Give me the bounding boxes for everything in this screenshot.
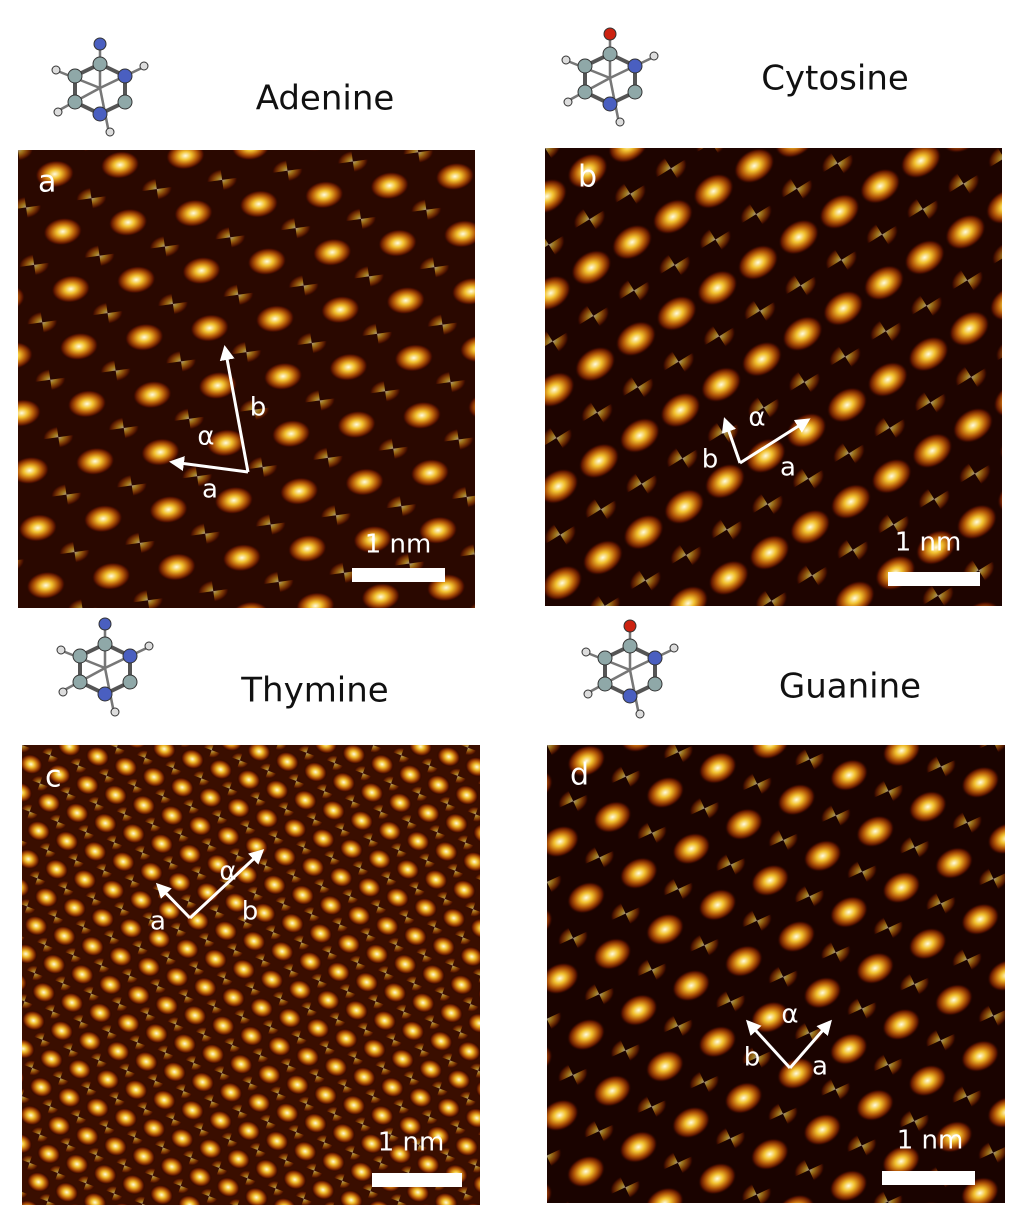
atom xyxy=(92,56,108,72)
atom xyxy=(98,617,112,631)
angle-label: α xyxy=(781,1000,798,1030)
atom xyxy=(58,687,68,697)
atom xyxy=(561,55,571,65)
atom xyxy=(649,51,659,61)
panel: Thymine c a bα 1 nm xyxy=(22,617,480,1205)
atom xyxy=(602,96,618,112)
stm-image xyxy=(18,150,475,608)
vector-b-arrow xyxy=(745,1019,792,1070)
atom xyxy=(602,46,618,62)
atom xyxy=(92,106,108,122)
molecule-name: Thymine xyxy=(240,671,388,711)
atom xyxy=(144,641,154,651)
atom xyxy=(56,645,66,655)
vector-b-label: b xyxy=(250,393,267,423)
atom xyxy=(615,117,625,127)
atom xyxy=(669,643,679,653)
atom xyxy=(97,636,113,652)
molecule-icon xyxy=(561,27,659,127)
panel: Guanine d a bα 1 nm xyxy=(547,619,1005,1203)
atom xyxy=(635,709,645,719)
vector-b-label: b xyxy=(744,1043,761,1073)
panel-letter: d xyxy=(570,758,589,793)
atom xyxy=(67,68,83,84)
angle-label: α xyxy=(748,403,765,433)
atom xyxy=(583,689,593,699)
atom xyxy=(597,676,613,692)
atom xyxy=(647,676,663,692)
atom xyxy=(577,84,593,100)
vector-a-label: a xyxy=(202,475,218,505)
atom xyxy=(117,68,133,84)
vector-a-arrow xyxy=(739,418,811,465)
angle-label: α xyxy=(219,857,236,887)
atom xyxy=(51,65,61,75)
stm-image xyxy=(545,148,1002,606)
vector-a-label: a xyxy=(812,1052,828,1082)
atom xyxy=(122,674,138,690)
atom xyxy=(597,650,613,666)
vector-a-arrow xyxy=(169,456,249,474)
vector-b-arrow xyxy=(721,417,742,464)
atom xyxy=(603,27,617,41)
molecule-icon xyxy=(581,619,679,719)
molecule-name: Guanine xyxy=(779,667,921,707)
atom xyxy=(627,84,643,100)
atom xyxy=(110,707,120,717)
panel-letter: a xyxy=(38,165,56,200)
atom xyxy=(577,58,593,74)
atom xyxy=(627,58,643,74)
angle-label: α xyxy=(197,422,214,452)
molecule-icon xyxy=(51,37,149,137)
molecule-name: Adenine xyxy=(256,79,395,119)
atom xyxy=(97,686,113,702)
vector-a-arrow xyxy=(788,1019,832,1069)
scale-bar-label: 1 nm xyxy=(895,528,962,558)
stm-image xyxy=(22,745,480,1205)
atom xyxy=(117,94,133,110)
scale-bar xyxy=(888,572,980,586)
atom xyxy=(105,127,115,137)
vector-a-arrow xyxy=(155,882,192,920)
panel-letter: b xyxy=(578,160,597,195)
molecule-icon xyxy=(56,617,154,717)
scale-bar-label: 1 nm xyxy=(365,530,432,560)
scale-bar-label: 1 nm xyxy=(378,1128,445,1158)
atom xyxy=(622,688,638,704)
panel-letter: c xyxy=(45,760,62,795)
atom xyxy=(72,648,88,664)
vector-b-label: b xyxy=(702,445,719,475)
stm-image xyxy=(547,745,1005,1203)
atom xyxy=(647,650,663,666)
scale-bar xyxy=(352,568,445,582)
atom xyxy=(563,97,573,107)
scale-bar-label: 1 nm xyxy=(897,1126,964,1156)
atom xyxy=(122,648,138,664)
atom xyxy=(93,37,107,51)
vector-a-label: a xyxy=(150,907,166,937)
vector-b-label: b xyxy=(242,897,259,927)
atom xyxy=(139,61,149,71)
vector-b-arrow xyxy=(188,848,265,920)
vector-b-arrow xyxy=(219,345,250,473)
molecule-name: Cytosine xyxy=(761,59,909,99)
atom xyxy=(53,107,63,117)
atom xyxy=(623,619,637,633)
atom xyxy=(581,647,591,657)
atom xyxy=(72,674,88,690)
panel: Adenine a a b α 1 nm xyxy=(18,37,475,608)
vector-a-label: a xyxy=(780,453,796,483)
scale-bar xyxy=(882,1171,975,1185)
scale-bar xyxy=(372,1173,462,1187)
atom xyxy=(67,94,83,110)
atom xyxy=(622,638,638,654)
